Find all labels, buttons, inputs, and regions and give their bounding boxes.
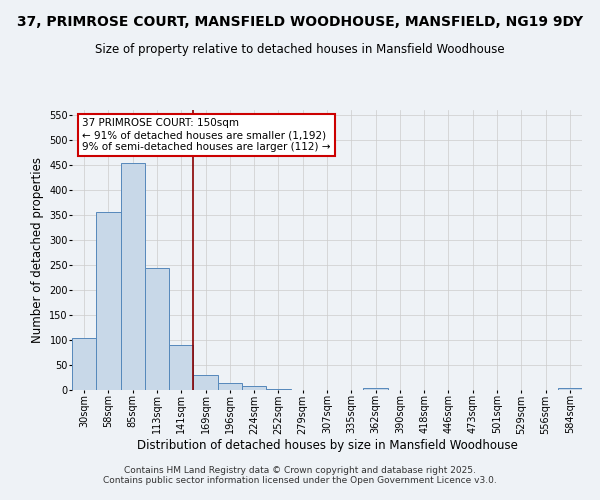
X-axis label: Distribution of detached houses by size in Mansfield Woodhouse: Distribution of detached houses by size … (137, 439, 517, 452)
Bar (96, 212, 121, 390)
Y-axis label: Number of detached properties: Number of detached properties (31, 157, 44, 343)
Bar (242, 386, 266, 390)
Text: Size of property relative to detached houses in Mansfield Woodhouse: Size of property relative to detached ho… (95, 42, 505, 56)
Bar (169, 345, 193, 390)
Bar (558, 388, 582, 390)
Bar (193, 374, 218, 390)
Bar (364, 388, 388, 390)
Bar (145, 268, 169, 390)
Text: Contains HM Land Registry data © Crown copyright and database right 2025.
Contai: Contains HM Land Registry data © Crown c… (103, 466, 497, 485)
Text: 37, PRIMROSE COURT, MANSFIELD WOODHOUSE, MANSFIELD, NG19 9DY: 37, PRIMROSE COURT, MANSFIELD WOODHOUSE,… (17, 15, 583, 29)
Bar (121, 162, 145, 390)
Bar (218, 383, 242, 390)
Text: 37 PRIMROSE COURT: 150sqm
← 91% of detached houses are smaller (1,192)
9% of sem: 37 PRIMROSE COURT: 150sqm ← 91% of detac… (82, 118, 331, 152)
Bar (266, 388, 290, 390)
Bar (72, 338, 96, 390)
